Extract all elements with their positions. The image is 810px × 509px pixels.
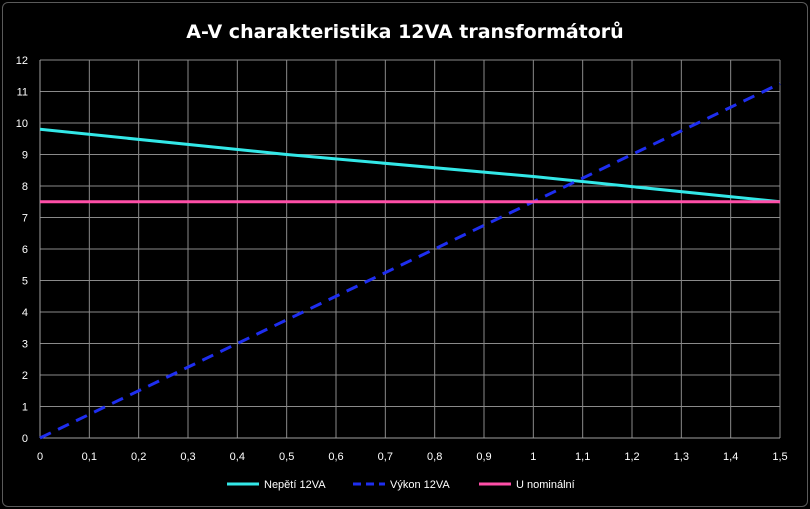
y-tick-label: 3	[22, 339, 28, 351]
legend-label: Výkon 12VA	[390, 479, 450, 491]
legend-label: Nepětí 12VA	[264, 479, 326, 491]
y-tick-label: 5	[22, 276, 28, 288]
y-tick-label: 12	[16, 55, 28, 67]
grid	[39, 59, 781, 439]
legend-item-2: Výkon 12VA	[353, 479, 450, 491]
y-tick-label: 11	[17, 87, 28, 99]
x-tick-label: 0,3	[180, 451, 195, 463]
x-tick-label: 1,5	[772, 451, 787, 463]
x-tick-label: 0,7	[378, 451, 393, 463]
x-tick-label: 1,4	[723, 451, 738, 463]
y-tick-label: 1	[22, 402, 28, 414]
y-tick-label: 10	[16, 118, 28, 130]
y-tick-label: 7	[22, 213, 28, 225]
x-tick-label: 0,8	[427, 451, 442, 463]
x-tick-label: 1,1	[575, 451, 590, 463]
legend-item-3: U nominální	[479, 479, 575, 491]
y-tick-label: 0	[22, 433, 28, 445]
x-tick-label: 0,6	[328, 451, 343, 463]
axes	[39, 60, 780, 439]
series-line-2	[39, 82, 781, 440]
x-tick-label: 1,3	[674, 451, 689, 463]
chart-title: A-V charakteristika 12VA transformátorů	[186, 20, 623, 43]
series-line-1	[39, 127, 781, 204]
legend: Nepětí 12VA Výkon 12VA U nominální	[227, 479, 575, 491]
x-tick-label: 0,4	[230, 451, 245, 463]
y-tick-label: 8	[22, 181, 28, 193]
x-tick-label: 0,9	[476, 451, 491, 463]
y-tick-label: 2	[22, 370, 28, 382]
tick-labels: 0 0,1 0,2 0,3 0,4 0,5 0,6 0,7 0,8 0,9 1 1,1 1,2 1,3 1,…	[16, 55, 788, 463]
y-tick-label: 9	[22, 150, 28, 162]
x-tick-label: 0,5	[279, 451, 294, 463]
x-tick-label: 0	[37, 451, 43, 463]
legend-label: U nominální	[516, 479, 575, 491]
legend-item-1: Nepětí 12VA	[227, 479, 326, 491]
x-tick-label: 1,2	[624, 451, 639, 463]
x-tick-label: 1	[530, 451, 536, 463]
y-tick-label: 4	[22, 307, 28, 319]
series-lines	[39, 82, 781, 440]
x-tick-label: 0,2	[131, 451, 146, 463]
y-tick-label: 6	[22, 244, 28, 256]
x-tick-label: 0,1	[82, 451, 97, 463]
